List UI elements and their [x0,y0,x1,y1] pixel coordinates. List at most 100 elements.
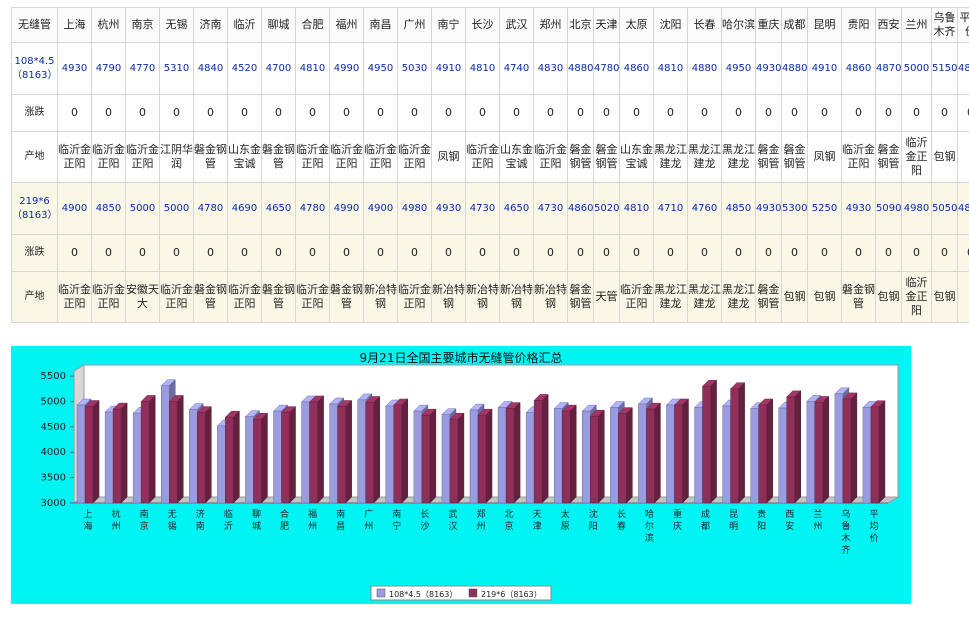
change-cell: 0 [193,234,228,272]
origin-cell: 磐金钢管 [261,131,296,183]
change-cell: 0 [841,94,876,132]
bar [786,396,796,504]
price-cell: 4520 [227,42,262,95]
bar [505,408,515,504]
city-header: 福州 [329,7,364,43]
bar [477,414,487,504]
origin-row: 产地 临沂金正阳 临沂金正阳 安徽天大 临沂金正阳 磐金钢管 临沂金正阳 磐金钢管 临沂金正阳磐… [11,271,969,323]
price-cell: 5310 [159,42,194,95]
city-header: 北京 [567,7,594,43]
origin-cell: 临沂金正阳 [57,271,92,323]
change-cell: 0 [619,234,654,272]
bar [112,408,122,504]
bar [618,413,627,504]
change-cell: 0 [295,94,330,132]
bar [730,388,739,504]
origin-cell: 磐金钢管 [329,271,364,323]
change-cell: 0 [687,234,722,272]
y-tick-label: 5000 [41,396,66,407]
change-cell: 0 [295,234,330,272]
origin-label: 产地 [11,131,58,183]
price-cell: 4810 [653,42,688,95]
change-cell: 0 [901,234,932,272]
bar-side [205,406,212,504]
price-cell: 4850 [721,182,756,235]
origin-cell: 江阴华润 [159,131,194,183]
change-cell: 0 [159,234,194,272]
origin-cell: 临沂金正阳 [841,131,876,183]
bar-side [878,400,886,504]
spec-label: 108*4.5（8163） [11,42,58,95]
change-cell: 0 [957,234,969,272]
change-cell: 0 [227,234,262,272]
bar [582,410,591,504]
legend-label: 108*4.5（8163） [389,590,457,599]
origin-cell: 新冶特钢 [363,271,398,323]
bar [561,410,571,504]
price-cell: 4730 [465,182,500,235]
price-cell: 4790 [91,42,126,95]
price-cell: 5150 [931,42,958,95]
price-cell: 5030 [397,42,432,95]
price-cell: 4870 [875,42,902,95]
price-cell: 4930 [57,42,92,95]
origin-cell: 临沂金正阳 [329,131,364,183]
origin-cell: 磐金钢管 [755,271,782,323]
bar [469,409,479,504]
x-tick-label: 济南 [196,508,205,532]
price-cell: 4910 [807,42,842,95]
city-header: 临沂 [227,7,262,43]
price-cell: 4770 [125,42,160,95]
city-header: 长春 [687,7,722,43]
bar-side [289,406,296,504]
bar [140,401,150,504]
bar-side [485,408,493,504]
change-cell: 0 [125,234,160,272]
origin-cell: 磐金钢管 [193,131,228,183]
change-cell: 0 [431,234,466,272]
price-cell: 4880 [567,42,594,95]
change-cell: 0 [397,94,432,132]
change-cell: 0 [781,94,808,132]
origin-cell: 临沂金正阳 [295,131,330,183]
bar-side [401,398,409,504]
change-cell: 0 [755,94,782,132]
origin-cell: 临沂金正阳 [619,271,654,323]
x-tick-label: 合肥 [280,508,289,532]
change-cell: 0 [841,234,876,272]
price-cell: 4930 [431,182,466,235]
bar-side [457,412,465,504]
origin-cell: 安徽天大 [125,271,160,323]
y-tick-label: 5500 [41,371,66,382]
origin-cell: 磐金钢管 [193,271,228,323]
origin-cell: 山东金宝诚 [227,131,262,183]
change-cell: 0 [533,94,568,132]
price-cell: 4910 [431,42,466,95]
price-cell: 5050 [931,182,958,235]
origin-cell: 临沂金正阳 [295,271,330,323]
bar [553,408,563,504]
x-tick-label: 贵阳 [757,508,766,532]
bar [421,414,431,504]
price-cell: 4880 [687,42,722,95]
y-tick-label: 4000 [41,447,66,458]
bar [253,418,262,504]
x-tick-label: 南京 [140,508,149,532]
change-cell: 0 [329,234,364,272]
bar [674,404,683,504]
city-header: 合肥 [295,7,330,43]
bar-side [710,379,717,504]
origin-row: 产地 临沂金正阳 临沂金正阳 临沂金正阳 江阴华润 磐金钢管 山东金宝诚 磐金钢管 临沂金正阳临… [11,131,969,183]
x-tick-label: 哈尔滨 [645,508,654,544]
x-tick-label: 广州 [364,508,373,532]
origin-cell: 山东金宝诚 [499,131,534,183]
bar [497,407,507,504]
origin-cell: 临沂金正阳 [901,271,932,323]
origin-cell: - [957,131,969,183]
price-cell: 4700 [261,42,296,95]
change-cell: 0 [261,234,296,272]
bar [357,399,366,504]
price-cell: 4780 [593,42,620,95]
price-cell: 4980 [901,182,932,235]
bar [870,406,880,504]
